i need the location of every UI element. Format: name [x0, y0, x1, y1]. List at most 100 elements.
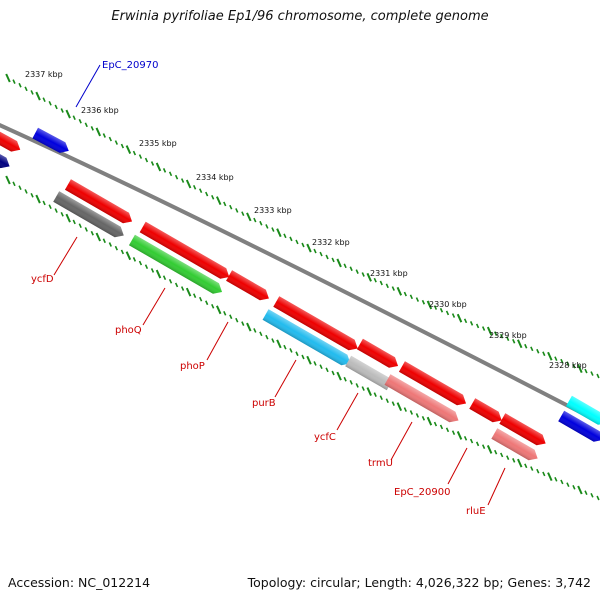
- inner-ruler-tick: [577, 485, 583, 495]
- outer-ruler-tick: [456, 313, 463, 323]
- inner-ruler-tick: [60, 211, 64, 217]
- outer-ruler-tick: [144, 157, 149, 163]
- outer-ruler-tick: [271, 227, 275, 232]
- outer-ruler-tick: [180, 178, 185, 183]
- outer-ruler-tick: [12, 79, 16, 84]
- outer-ruler-tick: [114, 140, 118, 145]
- ruler-labels: 2337 kbp 2336 kbp 2335 kbp 2334 kbp 2333 kbp…: [25, 70, 587, 370]
- inner-ruler-tick: [5, 175, 11, 185]
- outer-ruler-tick: [439, 307, 444, 313]
- outer-ruler-tick: [48, 100, 52, 106]
- outer-ruler-tick: [426, 300, 433, 310]
- gene-label: ycfC: [314, 432, 336, 443]
- outer-ruler-tick: [590, 371, 594, 376]
- outer-ruler-tick: [193, 185, 197, 190]
- outer-ruler-tick: [421, 299, 426, 305]
- inner-ruler-tick: [366, 387, 372, 396]
- inner-ruler-tick: [421, 415, 426, 421]
- outer-ruler-tick: [72, 115, 76, 120]
- outer-ruler-tick: [373, 277, 377, 283]
- ruler-label: 2336 kbp: [81, 106, 119, 115]
- ruler-label: 2337 kbp: [25, 70, 63, 79]
- inner-ruler-tick: [223, 310, 227, 316]
- gene-feature: [139, 221, 230, 279]
- outer-ruler-tick: [385, 283, 389, 289]
- outer-ruler-tick: [223, 201, 227, 207]
- inner-ruler-tick: [343, 376, 347, 382]
- inner-ruler-tick: [18, 185, 22, 190]
- inner-ruler-tick: [475, 441, 480, 447]
- inner-ruler-tick: [78, 223, 82, 229]
- label-leader-line: [487, 467, 506, 506]
- outer-ruler-tick: [403, 291, 407, 297]
- gene-feature: [356, 338, 399, 368]
- inner-ruler-tick: [54, 208, 58, 213]
- inner-ruler-tick: [276, 339, 282, 349]
- inner-ruler-tick: [90, 230, 94, 236]
- gene-label: EpC_20970: [102, 60, 158, 71]
- inner-ruler-tick: [259, 331, 263, 337]
- gene-feature: [384, 374, 459, 423]
- gene-label: EpC_20900: [394, 487, 450, 498]
- inner-ruler-tick: [102, 238, 106, 244]
- inner-ruler-tick: [150, 268, 155, 273]
- outer-ruler-tick: [265, 224, 269, 229]
- gene-feature: [0, 130, 21, 152]
- label-leader-line: [75, 64, 101, 108]
- outer-ruler-tick: [396, 286, 403, 296]
- outer-ruler-tick: [5, 73, 11, 83]
- outer-ruler-tick: [253, 217, 257, 223]
- inner-ruler-tick: [235, 317, 239, 323]
- inner-ruler-tick: [199, 296, 203, 302]
- inner-ruler-tick: [584, 490, 588, 495]
- inner-ruler-tick: [469, 438, 474, 444]
- label-leader-line: [390, 421, 413, 461]
- inner-ruler-tick: [155, 269, 162, 279]
- inner-ruler-tick: [125, 251, 132, 261]
- label-leader-line: [336, 392, 359, 431]
- outer-ruler-tick: [155, 162, 162, 172]
- outer-ruler-tick: [54, 104, 58, 110]
- outer-ruler-tick: [415, 297, 420, 302]
- outer-ruler-tick: [486, 326, 493, 336]
- inner-ruler-tick: [494, 449, 498, 455]
- outer-ruler-tick: [216, 196, 222, 206]
- gene-feature: [262, 309, 351, 366]
- outer-ruler-tick: [95, 127, 102, 137]
- outer-ruler-tick: [42, 97, 46, 103]
- outer-ruler-tick: [524, 343, 528, 349]
- label-leader-line: [53, 236, 78, 276]
- inner-ruler-tick: [433, 421, 438, 427]
- label-leader-line: [447, 447, 468, 485]
- gene-labels: EpC_20970 ycfD phoQ phoP purB ycfC trmU EpC_209…: [31, 60, 486, 517]
- inner-ruler-tick: [506, 455, 510, 460]
- inner-ruler-ticks: [5, 175, 600, 501]
- inner-ruler-tick: [445, 427, 450, 433]
- outer-ruler-tick: [306, 243, 312, 253]
- inner-ruler-tick: [30, 192, 34, 198]
- inner-ruler-tick: [547, 472, 553, 482]
- inner-ruler-tick: [426, 416, 433, 426]
- inner-ruler-tick: [295, 351, 299, 357]
- inner-ruler-tick: [301, 354, 305, 360]
- outer-ruler-tick: [132, 150, 137, 156]
- inner-ruler-tick: [114, 245, 118, 251]
- inner-ruler-tick: [456, 431, 463, 440]
- outer-ruler-tick: [205, 191, 209, 197]
- outer-ruler-tick: [289, 236, 293, 242]
- inner-ruler-tick: [138, 260, 143, 266]
- outer-ruler-tick: [409, 294, 413, 300]
- inner-ruler-tick: [391, 401, 395, 406]
- inner-ruler-tick: [24, 189, 28, 194]
- outer-ruler-tick: [319, 251, 323, 257]
- outer-ruler-tick: [108, 136, 112, 142]
- gene-feature: [0, 150, 10, 169]
- gene-feature: [491, 428, 538, 461]
- inner-ruler-tick: [193, 293, 197, 299]
- inner-ruler-tick: [271, 338, 275, 343]
- outer-ruler-tick: [500, 333, 504, 339]
- inner-ruler-tick: [349, 380, 353, 385]
- outer-ruler-tick: [24, 86, 28, 92]
- gene-label: trmU: [368, 458, 393, 469]
- ruler-label: 2333 kbp: [254, 206, 292, 215]
